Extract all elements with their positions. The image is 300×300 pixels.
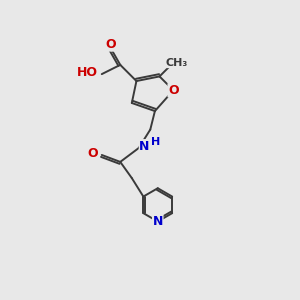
Text: O: O (88, 147, 98, 160)
Text: CH₃: CH₃ (166, 58, 188, 68)
Text: N: N (153, 215, 163, 228)
Text: O: O (106, 38, 116, 51)
Text: H: H (152, 137, 161, 147)
Text: HO: HO (77, 66, 98, 79)
Text: O: O (168, 84, 179, 97)
Text: N: N (139, 140, 150, 153)
